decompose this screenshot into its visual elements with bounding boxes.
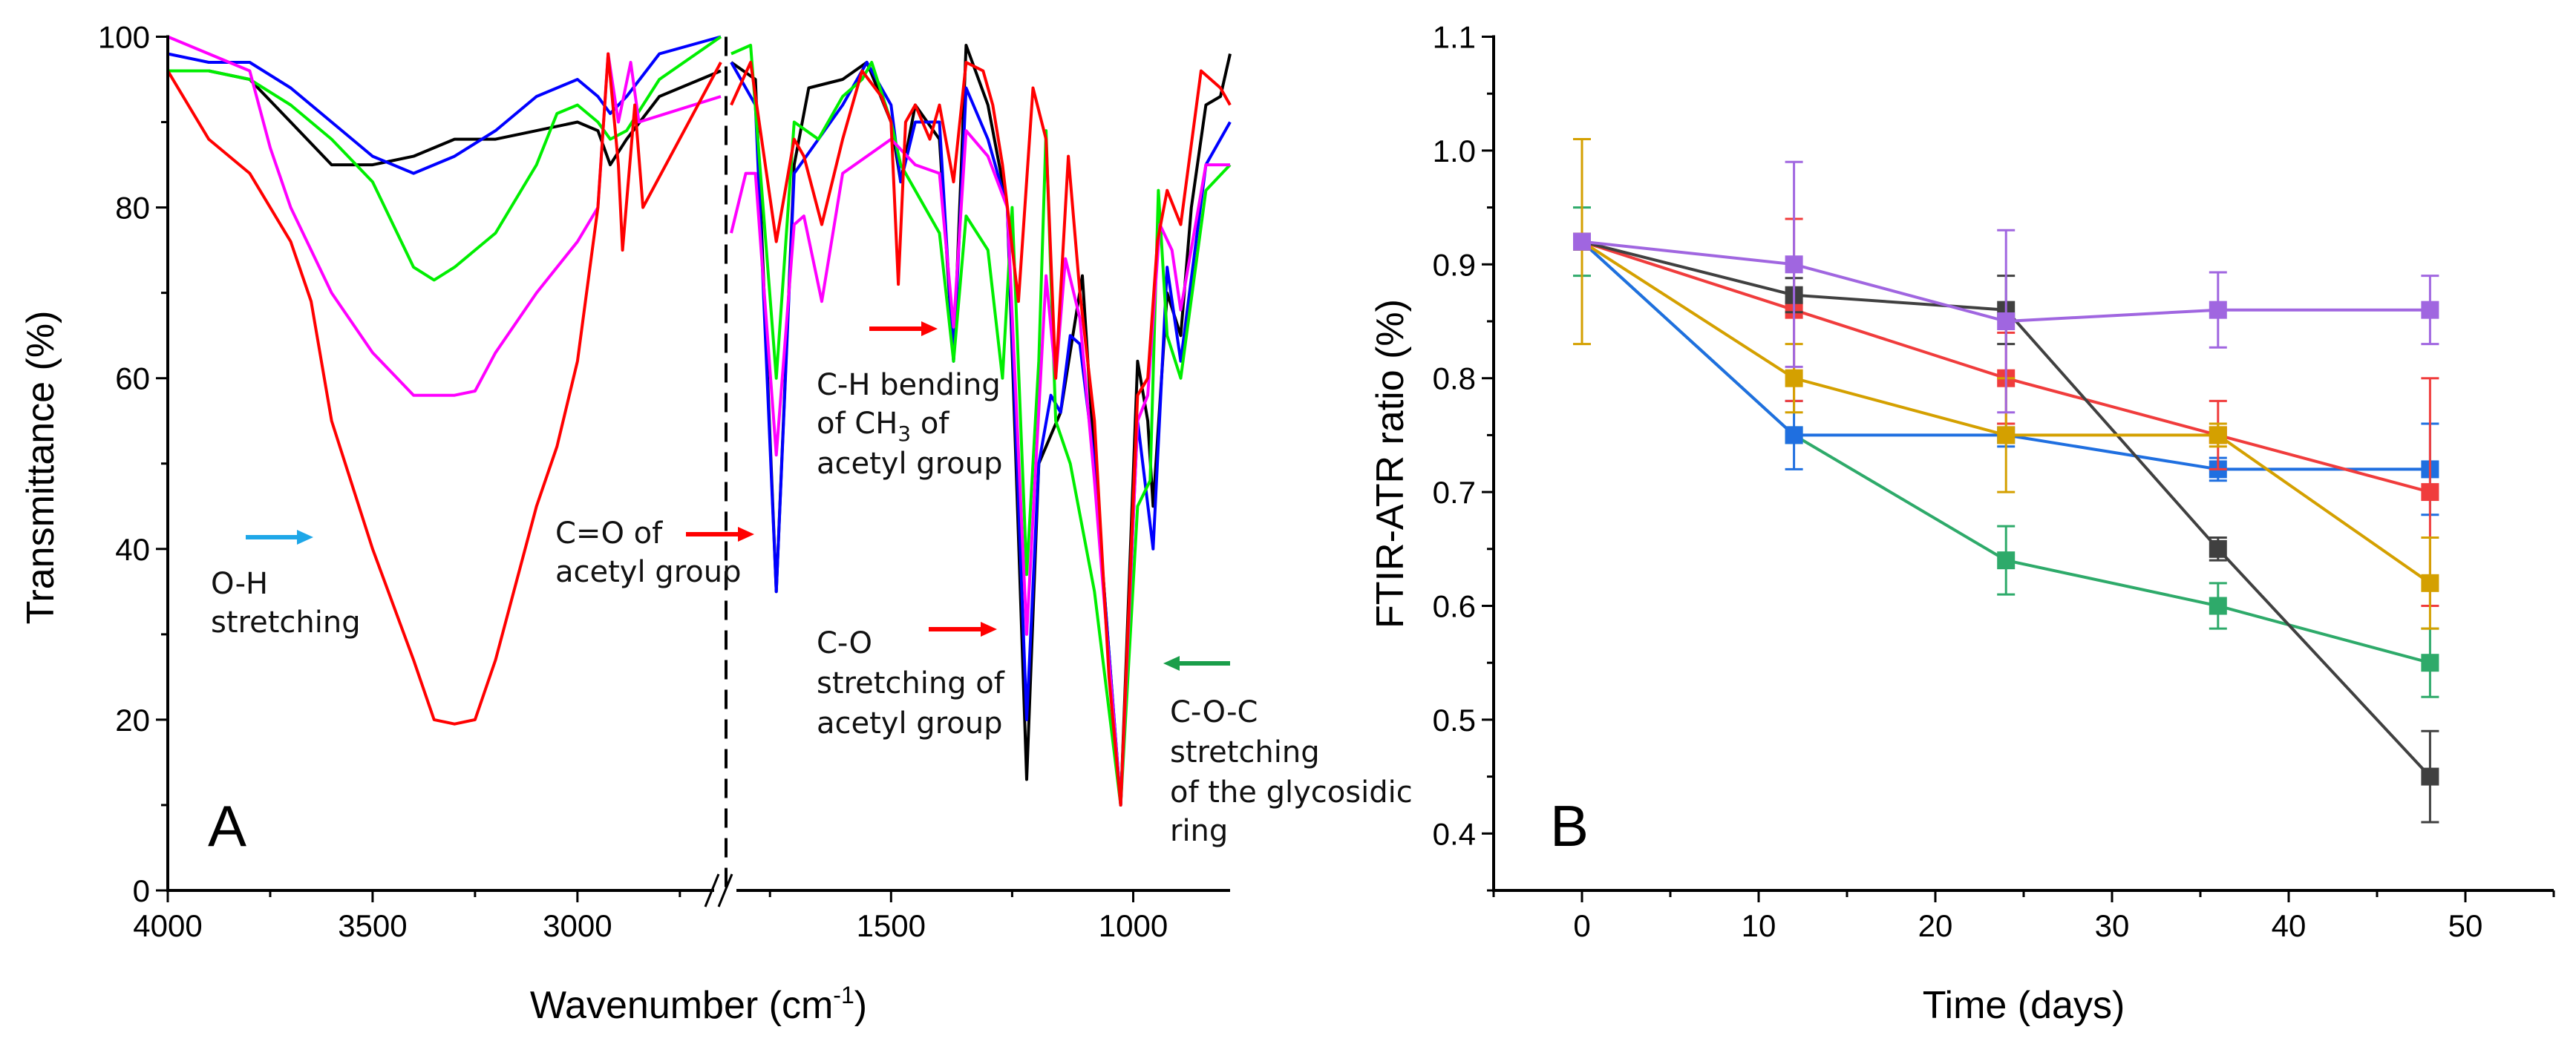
data-point-marker [2209,301,2227,319]
annotation-arrow-head [981,622,997,637]
annotation-text-tail: of [911,407,949,441]
data-point-marker [2421,654,2439,672]
panel-b-x-axis-title: Time (days) [1923,984,2125,1027]
data-point-marker [1785,255,1803,274]
x-tick-label: 30 [2095,908,2130,943]
x-tick-label: 40 [2272,908,2307,943]
annotation: O-H stretching [211,530,361,640]
y-tick-label: 40 [115,532,150,567]
annotation-text-line: C=O of [555,516,663,551]
spectrum-red-high-range [166,52,722,726]
y-tick-label: 0.8 [1433,361,1476,396]
data-point-marker [1785,369,1803,387]
y-tick-label: 0.5 [1433,703,1476,738]
annotation-text-line: stretching of [817,666,1005,700]
y-tick-label: 0.4 [1433,816,1476,851]
annotation-arrow-head [921,321,938,336]
panel-b-label: B [1550,793,1589,859]
data-point-marker [2421,767,2439,786]
y-tick-label: 0.9 [1433,247,1476,282]
x-tick-label: 4000 [133,908,202,943]
x-tick-label: 50 [2448,908,2483,943]
annotation-text-line: stretching [1170,735,1320,769]
spectrum-magenta-high-range [167,35,722,397]
annotation-arrow-head [1163,656,1180,671]
annotation-text-line: C-O [817,626,872,660]
annotation-arrow-head [297,530,313,545]
x-tick-label: 1500 [857,908,926,943]
data-point-marker [2209,597,2227,615]
panel-a-x-axis-title: Wavenumber (cm-1) [530,982,867,1027]
spectra-curves [166,35,1232,807]
annotation-text-line: O-H [211,567,268,601]
annotation-text-line: acetyl group [555,555,741,589]
annotation-text-line: ring [1170,814,1228,848]
x-tick-label: 0 [1573,908,1590,943]
x-tick-label: 3000 [543,908,612,943]
x-tick-label: 1000 [1099,908,1168,943]
panel-a-ftir-spectra: Transmittance (%) Wavenumber (cm-1) A 0 2… [19,20,1413,1028]
annotation-text-line: stretching [211,605,361,640]
y-tick-label: 60 [115,361,150,396]
panel-b-ratio-chart: FTIR-ATR ratio (%) Time (days) B 0.4 0.5 0… [1369,20,2555,1027]
annotation-text-line: acetyl group [817,706,1002,741]
panel-b-y-axis-title: FTIR-ATR ratio (%) [1369,299,1412,628]
panel-a-label: A [208,793,246,859]
annotation-text-line: of the glycosidic [1170,775,1413,810]
annotation-text-line: C-O-C [1170,695,1258,729]
annotation: C=O of acetyl group [555,516,754,589]
data-point-marker [2421,483,2439,502]
data-point-marker [2421,301,2439,319]
data-point-marker [2421,574,2439,592]
y-tick-label: 0.7 [1433,475,1476,510]
data-point-marker [1573,232,1591,251]
y-tick-label: 1.0 [1433,134,1476,168]
annotation-arrow-head [738,527,754,542]
data-point-marker [1997,551,2016,570]
y-tick-label: 0.6 [1433,589,1476,624]
x-tick-label: 20 [1918,908,1953,943]
y-tick-label: 0 [133,873,150,908]
spectrum-green-high-range [168,35,722,282]
y-tick-label: 80 [115,191,150,226]
data-point-marker [1785,426,1803,444]
data-point-marker [1997,312,2016,330]
data-point-marker [2209,539,2227,558]
annotation: C-O stretching of acetyl group [817,622,1005,741]
spectrum-red-fingerprint [730,61,1232,807]
annotation-text-line: acetyl group [817,447,1002,481]
data-point-marker [1997,426,2016,444]
spectrum-blue-high-range [167,35,722,175]
series-purple [1573,160,2439,414]
y-tick-label: 100 [98,20,150,55]
y-tick-label: 20 [115,703,150,738]
axis-break-mark [717,873,733,907]
annotation-text-line: of CH3 of [817,407,949,446]
spectrum-green-fingerprint [730,44,1232,807]
subscript: 3 [898,421,911,446]
y-tick-label: 1.1 [1433,20,1476,55]
annotation-text-line: C-H bending [817,368,1001,402]
panel-a-y-axis-title: Transmittance (%) [19,311,62,625]
x-tick-label: 3500 [338,908,407,943]
x-tick-label: 10 [1742,908,1776,943]
annotation: C-O-C stretching of the glycosidic ring [1163,656,1413,848]
data-point-marker [2209,426,2227,444]
axis-break-mark [704,873,720,907]
